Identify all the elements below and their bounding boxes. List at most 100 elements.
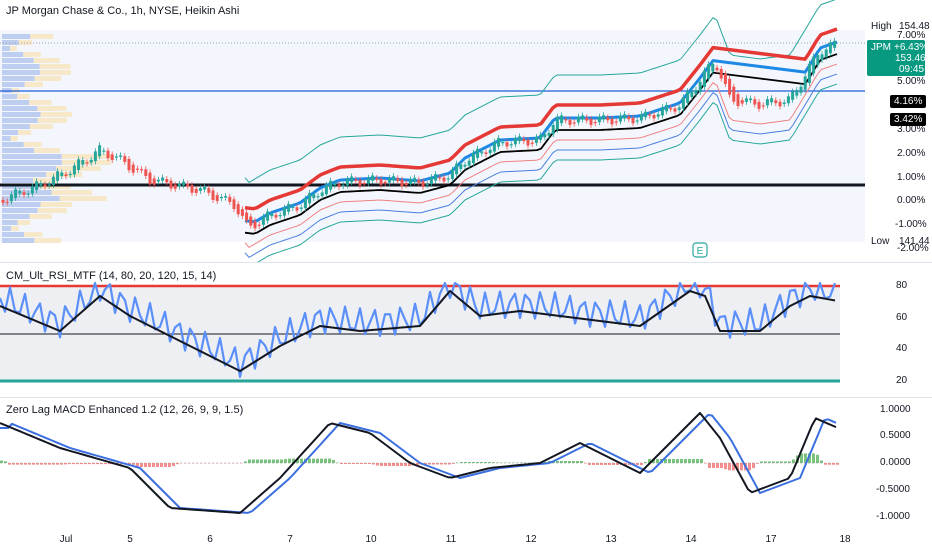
macd-bar: [624, 463, 627, 465]
candle-body: [791, 91, 795, 100]
candle-body: [576, 116, 580, 123]
macd-bar: [320, 458, 323, 463]
macd-bar: [776, 461, 779, 463]
candle-body: [131, 164, 135, 173]
candle-body: [152, 178, 156, 185]
macd-bar: [448, 463, 451, 465]
volume-bar: [2, 160, 62, 165]
candle-body: [295, 207, 299, 211]
countdown-label: 09:45: [899, 64, 925, 75]
macd-pane[interactable]: Zero Lag MACD Enhanced 1.2 (12, 26, 9, 9…: [0, 398, 932, 528]
candle-body: [572, 122, 576, 124]
volume-bar: [2, 118, 38, 123]
volume-bar: [37, 208, 67, 213]
candle-body: [358, 180, 362, 186]
volume-bar: [2, 178, 34, 183]
candle-body: [732, 86, 736, 102]
macd-bar: [436, 463, 439, 465]
band-inner-red: [244, 63, 838, 248]
candle-body: [530, 142, 534, 144]
macd-chart[interactable]: [0, 398, 932, 528]
pane-separator[interactable]: [0, 397, 932, 398]
macd-bar: [8, 463, 11, 465]
current-price-badge[interactable]: JPM +6.43% 153.46 09:45: [867, 40, 929, 76]
candle-body: [257, 224, 261, 226]
candle-body: [610, 118, 614, 125]
macd-bar: [788, 461, 791, 463]
candle-body: [492, 141, 496, 152]
candle-body: [18, 190, 22, 194]
macd-bar: [424, 463, 427, 465]
band-outer-upper: [244, 0, 836, 183]
candle-body: [765, 99, 769, 106]
macd-bar: [20, 463, 23, 465]
band-inner-blue: [244, 73, 838, 258]
candle-body: [644, 111, 648, 118]
candle-body: [476, 148, 480, 158]
volume-bar: [18, 40, 33, 45]
axis-label-pct: 1.00%: [897, 172, 926, 183]
candle-body: [551, 124, 555, 135]
macd-bar: [28, 463, 31, 465]
channel-bands: [244, 0, 838, 262]
pane-separator[interactable]: [0, 262, 932, 263]
candle-body: [803, 76, 807, 90]
candle-body: [786, 96, 790, 104]
candle-body: [207, 188, 211, 193]
macd-bar: [64, 463, 67, 465]
candle-body: [287, 203, 291, 212]
candle-body: [824, 49, 828, 58]
macd-bar: [732, 463, 735, 471]
macd-bar: [68, 463, 71, 465]
candle-body: [299, 207, 303, 209]
candle-body: [782, 102, 786, 105]
symbol-label: JPM: [871, 42, 891, 53]
candle-body: [719, 69, 723, 79]
candle-body: [585, 117, 589, 121]
macd-bar: [544, 461, 547, 463]
candle-body: [463, 164, 467, 167]
macd-bar: [276, 459, 279, 463]
low-label: Low: [871, 236, 890, 247]
candle-body: [266, 211, 270, 221]
macd-bar: [656, 459, 659, 463]
volume-bar: [24, 232, 43, 237]
macd-bar: [688, 459, 691, 463]
candle-body: [198, 188, 202, 191]
macd-bar: [664, 459, 667, 463]
volume-bar: [17, 94, 30, 99]
price-chart[interactable]: E: [0, 0, 932, 262]
macd-bar: [376, 463, 379, 466]
macd-bar: [24, 463, 27, 465]
candle-body: [77, 159, 81, 170]
volume-bar: [2, 238, 35, 243]
macd-bar: [720, 463, 723, 468]
candle-body: [308, 192, 312, 204]
change-label: +6.43%: [894, 42, 929, 53]
candle-body: [488, 149, 492, 154]
candle-body: [526, 139, 530, 146]
candle-body: [555, 116, 559, 130]
macd-bar: [160, 463, 163, 467]
earnings-marker[interactable]: E: [692, 242, 708, 258]
rsi-chart[interactable]: [0, 263, 932, 397]
macd-bar: [324, 458, 327, 463]
time-label: 17: [765, 534, 777, 545]
candle-body: [303, 198, 307, 209]
macd-bar: [596, 463, 599, 465]
candle-body: [324, 184, 328, 195]
macd-bar: [340, 463, 343, 464]
candle-body: [581, 115, 585, 120]
candle-body: [392, 176, 396, 181]
volume-bar: [2, 166, 57, 171]
rsi-pane[interactable]: CM_Ult_RSI_MTF (14, 80, 20, 120, 15, 14)…: [0, 263, 932, 397]
candle-body: [211, 190, 215, 200]
time-axis[interactable]: Jul 5 6 7 10 11 12 13 14 17 18: [0, 528, 932, 550]
candle-body: [589, 119, 593, 125]
macd-axis-label: 0.5000: [880, 430, 911, 441]
candle-body: [173, 184, 177, 189]
rsi-axis-label: 20: [896, 375, 908, 386]
candle-body: [379, 178, 383, 185]
candle-body: [26, 193, 30, 195]
price-pane[interactable]: E JP Morgan Chase & Co., 1h, NYSE, Heiki…: [0, 0, 932, 262]
